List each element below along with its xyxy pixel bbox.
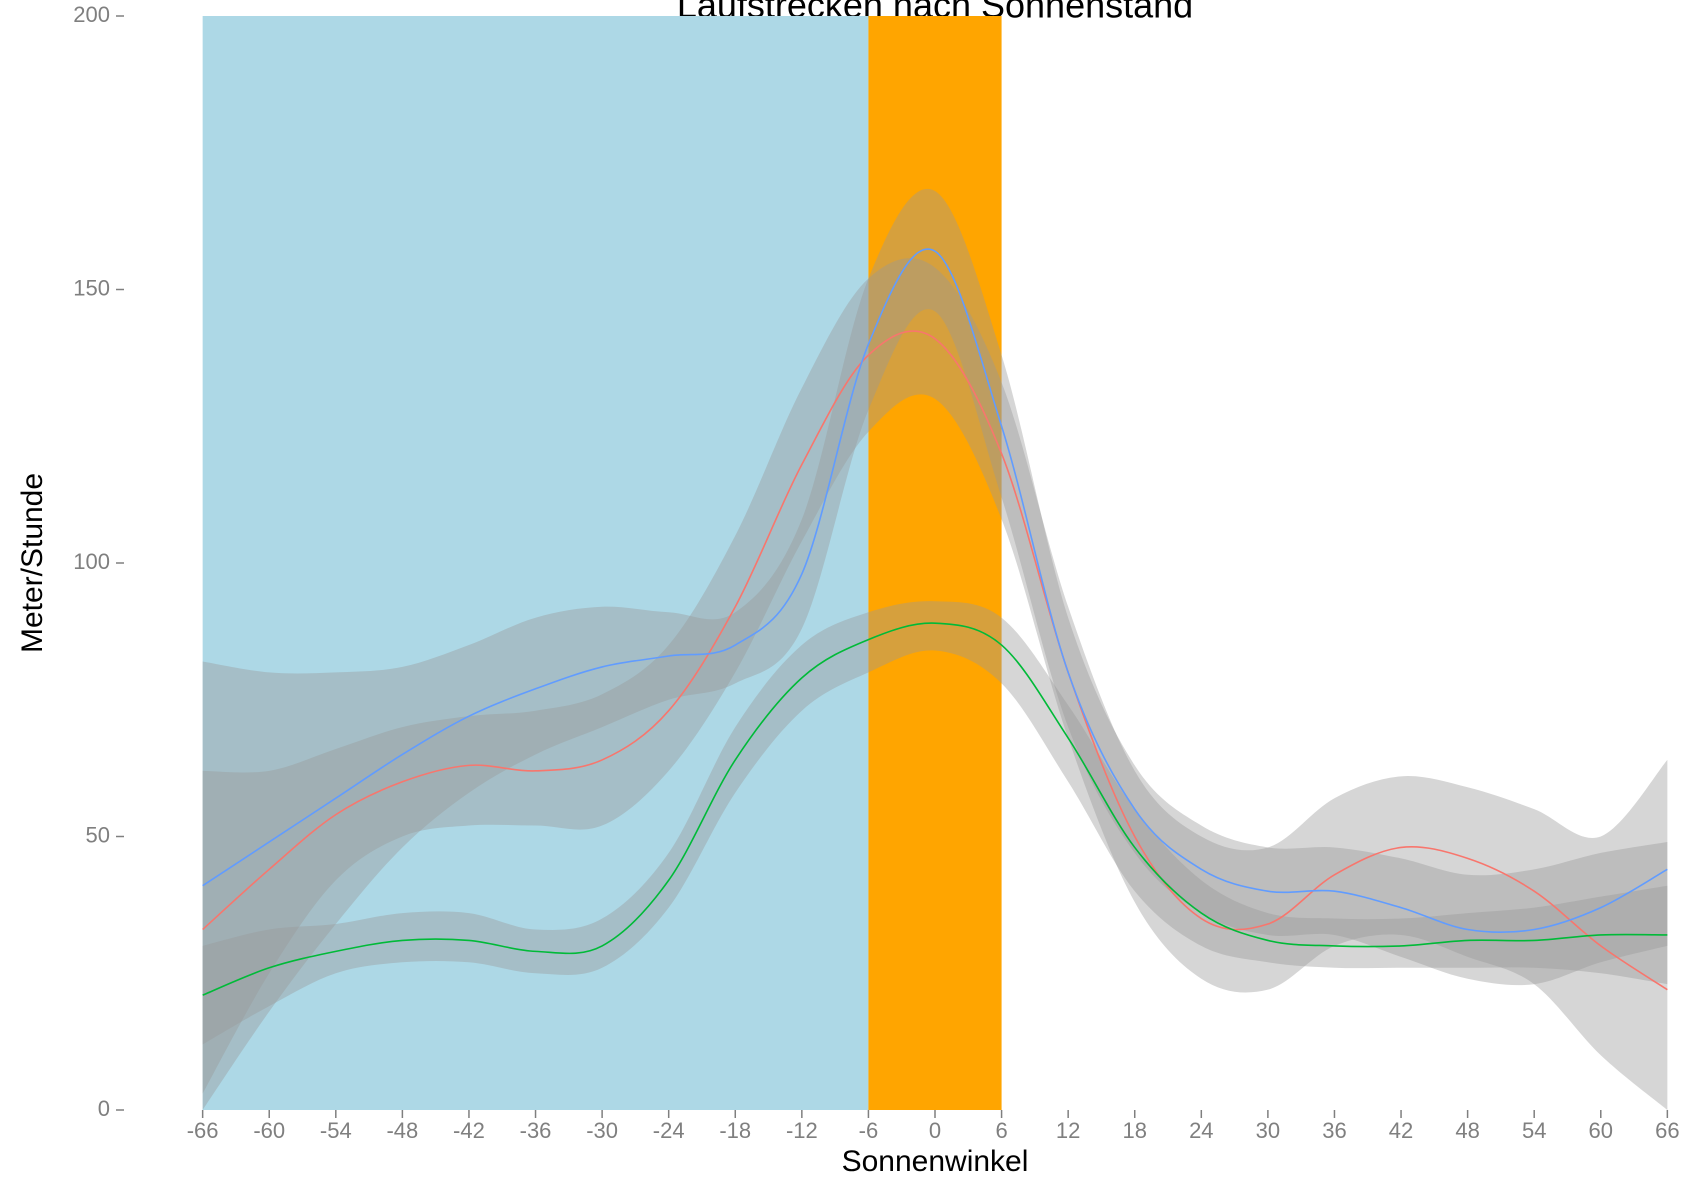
y-tick-label: 200 <box>73 2 110 27</box>
x-tick-label: -60 <box>253 1118 285 1143</box>
y-axis-title: Meter/Stunde <box>16 473 49 653</box>
x-tick-label: 36 <box>1322 1118 1346 1143</box>
y-tick-label: 100 <box>73 549 110 574</box>
confidence-ribbon <box>202 258 1668 1110</box>
x-tick-label: -6 <box>859 1118 879 1143</box>
x-tick-label: -18 <box>719 1118 751 1143</box>
x-tick-label: -48 <box>386 1118 418 1143</box>
x-tick-label: 12 <box>1056 1118 1080 1143</box>
x-axis-title: Sonnenwinkel <box>842 1145 1029 1178</box>
x-tick-label: -12 <box>786 1118 818 1143</box>
y-tick-label: 50 <box>86 822 110 847</box>
x-tick-label: 60 <box>1589 1118 1613 1143</box>
x-tick-label: -24 <box>653 1118 685 1143</box>
x-tick-label: -54 <box>320 1118 352 1143</box>
sun-band <box>868 16 1002 1110</box>
y-tick-label: 0 <box>98 1096 110 1121</box>
sun-band <box>202 16 869 1110</box>
x-tick-label: -66 <box>187 1118 219 1143</box>
confidence-ribbon <box>202 188 1668 1110</box>
x-tick-label: 48 <box>1455 1118 1479 1143</box>
smooth-line <box>202 248 1668 933</box>
x-tick-label: 24 <box>1189 1118 1213 1143</box>
x-tick-label: 0 <box>929 1118 941 1143</box>
confidence-ribbon <box>202 601 1668 1045</box>
x-tick-label: -42 <box>453 1118 485 1143</box>
x-tick-label: 18 <box>1122 1118 1146 1143</box>
y-tick-label: 150 <box>73 275 110 300</box>
plot-layer <box>202 16 1668 1110</box>
smooth-line <box>202 622 1668 996</box>
x-tick-label: 54 <box>1522 1118 1546 1143</box>
x-tick-label: -30 <box>586 1118 618 1143</box>
x-tick-label: 42 <box>1389 1118 1413 1143</box>
x-tick-label: -36 <box>520 1118 552 1143</box>
x-tick-label: 30 <box>1256 1118 1280 1143</box>
x-tick-label: 6 <box>995 1118 1007 1143</box>
x-tick-label: 66 <box>1655 1118 1679 1143</box>
smooth-line <box>202 330 1668 991</box>
